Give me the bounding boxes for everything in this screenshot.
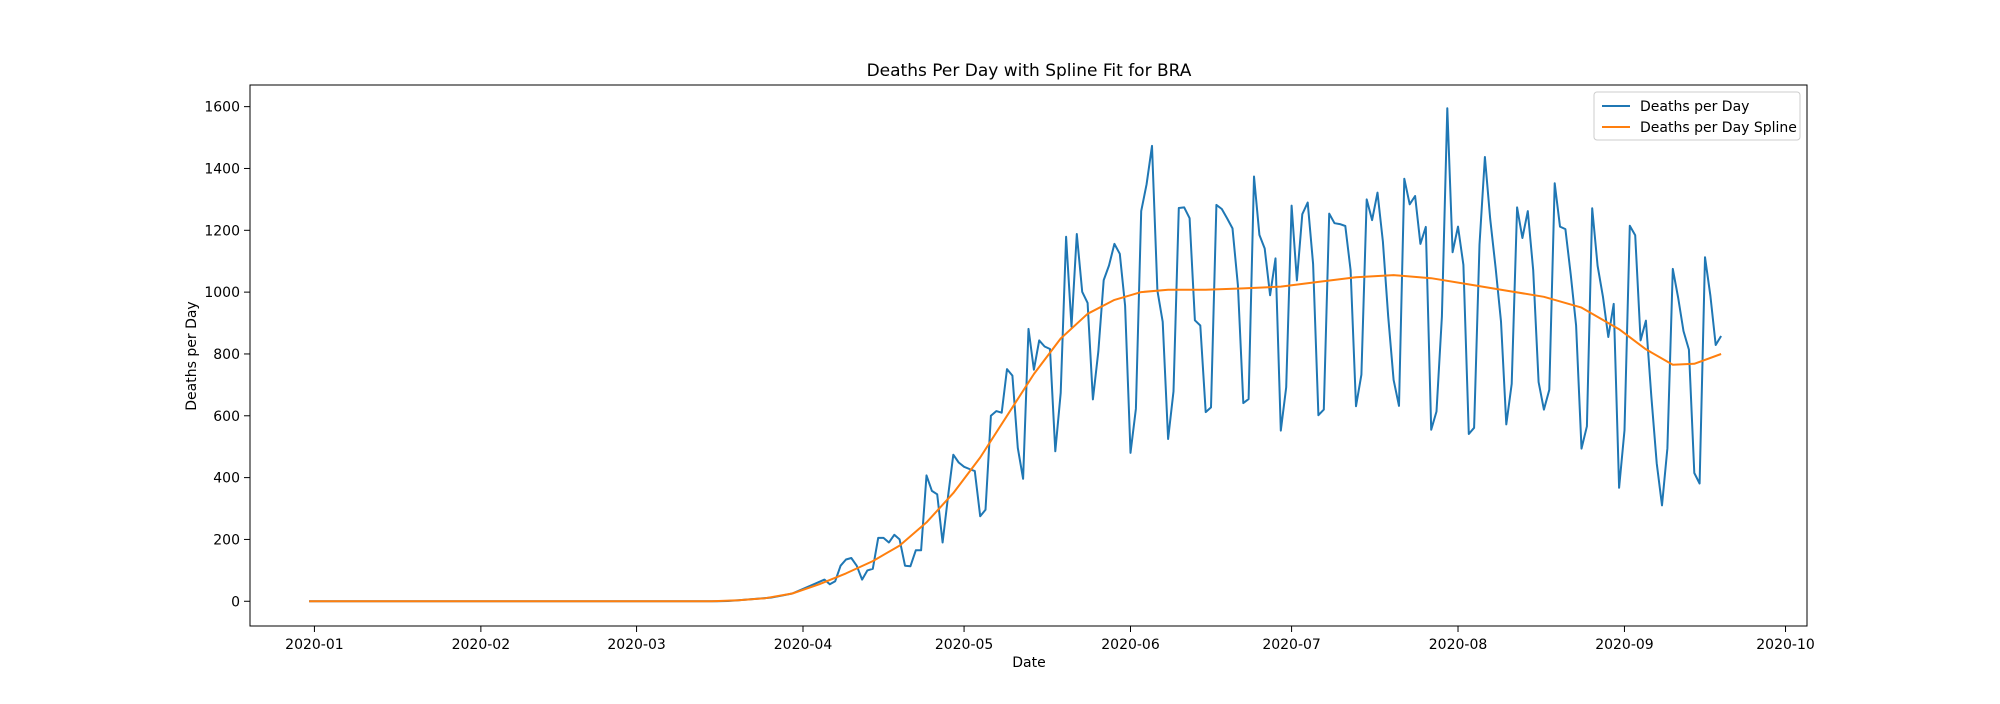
plot-frame bbox=[249, 84, 1808, 627]
y-tick-label: 800 bbox=[213, 347, 240, 363]
x-tick-label: 2020-03 bbox=[607, 637, 666, 653]
series-line-deaths-per-day bbox=[309, 107, 1722, 603]
x-tick-label: 2020-09 bbox=[1595, 637, 1654, 653]
y-tick-label: 1400 bbox=[204, 161, 240, 177]
y-tick-label: 1600 bbox=[204, 100, 240, 116]
x-tick-label: 2020-01 bbox=[285, 637, 344, 653]
y-tick-label: 0 bbox=[231, 594, 240, 610]
chart-title: Deaths Per Day with Spline Fit for BRA bbox=[867, 61, 1192, 81]
y-tick-label: 1000 bbox=[204, 285, 240, 301]
y-axis-label: Deaths per Day bbox=[184, 301, 200, 410]
axes: 2020-01 2020-02 2020-03 2020-04 2020-05 2020-… bbox=[204, 84, 1815, 653]
legend-entry: Deaths per Day Spline bbox=[1640, 120, 1797, 136]
x-tick-label: 2020-04 bbox=[774, 637, 833, 653]
y-tick-label: 1200 bbox=[204, 223, 240, 239]
x-tick-label: 2020-08 bbox=[1429, 637, 1488, 653]
y-tick-label: 200 bbox=[213, 532, 240, 548]
legend-box bbox=[1593, 91, 1801, 141]
y-tick-label: 600 bbox=[213, 409, 240, 425]
legend: Deaths per Day Deaths per Day Spline bbox=[1593, 91, 1801, 141]
legend-entry: Deaths per Day bbox=[1640, 99, 1749, 115]
x-tick-label: 2020-07 bbox=[1262, 637, 1321, 653]
plot-area bbox=[309, 107, 1722, 603]
x-tick-label: 2020-06 bbox=[1101, 637, 1160, 653]
x-axis-label: Date bbox=[1012, 655, 1045, 671]
x-tick-label: 2020-10 bbox=[1756, 637, 1815, 653]
series-line-deaths-per-day-spline bbox=[309, 274, 1722, 603]
x-tick-label: 2020-05 bbox=[935, 637, 994, 653]
x-tick-label: 2020-02 bbox=[452, 637, 511, 653]
y-tick-label: 400 bbox=[213, 471, 240, 487]
